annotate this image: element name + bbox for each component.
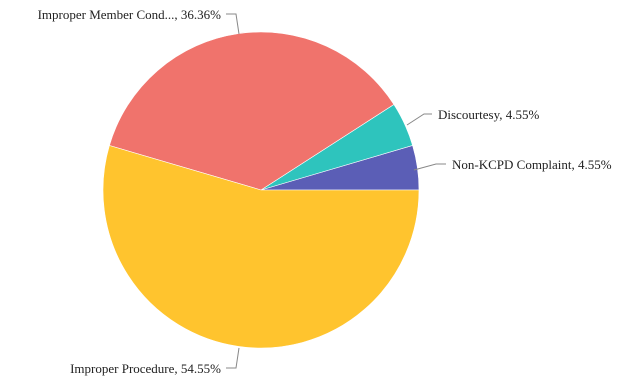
slice-labels: Non-KCPD Complaint, 4.55% Discourtesy, 4… [38, 7, 612, 376]
leader-line-improper-procedure [226, 347, 240, 369]
slice-label-discourtesy: Discourtesy, 4.55% [438, 107, 540, 122]
pie-slices [102, 31, 420, 349]
slice-label-improper-member-conduct: Improper Member Cond..., 36.36% [38, 7, 222, 22]
slice-label-improper-procedure: Improper Procedure, 54.55% [70, 361, 221, 376]
leader-line-non-kcpd-complaint [413, 163, 446, 171]
pie-slice-improper-procedure[interactable] [102, 145, 420, 349]
leader-lines [226, 13, 446, 369]
leader-line-discourtesy [406, 113, 432, 126]
leader-line-improper-member-cond [226, 13, 240, 35]
slice-label-non-kcpd-complaint: Non-KCPD Complaint, 4.55% [452, 157, 612, 172]
